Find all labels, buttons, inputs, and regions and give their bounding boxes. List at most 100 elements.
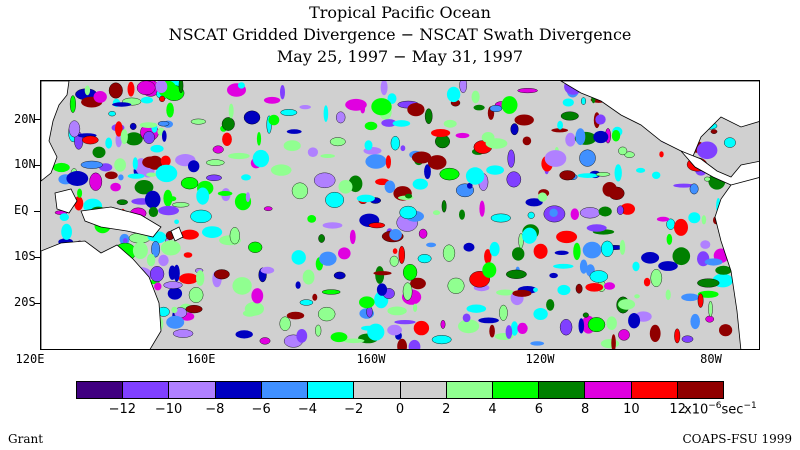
divergence-blob — [446, 86, 461, 103]
divergence-blob — [256, 132, 262, 146]
divergence-blob — [384, 180, 396, 194]
divergence-blob — [649, 324, 661, 342]
divergence-blob — [179, 273, 199, 285]
divergence-blob — [403, 263, 418, 281]
divergence-blob — [245, 192, 250, 203]
colorbar-swatch — [539, 382, 586, 398]
divergence-blob — [319, 251, 337, 266]
divergence-blob — [593, 130, 609, 144]
divergence-blob — [77, 188, 83, 198]
divergence-blob — [459, 209, 465, 220]
colorbar-swatch — [400, 382, 447, 398]
divergence-blob — [465, 167, 485, 185]
divergence-blob — [412, 178, 428, 190]
footer-credit: COAPS-FSU 1999 — [682, 432, 793, 446]
divergence-blob — [296, 329, 308, 343]
divergence-blob — [163, 281, 183, 289]
divergence-blob — [557, 284, 571, 296]
divergence-blob — [132, 157, 138, 170]
colorbar-label: 2 — [442, 402, 451, 417]
divergence-blob — [551, 128, 569, 133]
divergence-blob — [432, 210, 441, 216]
divergence-blob — [587, 317, 606, 333]
divergence-blob — [387, 93, 397, 104]
divergence-blob — [159, 95, 166, 103]
title-line-2: NSCAT Gridded Divergence − NSCAT Swath D… — [168, 25, 632, 44]
divergence-blob — [537, 192, 548, 202]
divergence-blob — [556, 230, 578, 244]
colorbar-label: 4 — [488, 402, 497, 417]
divergence-blob — [463, 242, 475, 252]
divergence-blob — [719, 324, 733, 337]
colorbar-label: −2 — [344, 402, 364, 417]
divergence-blob — [69, 95, 76, 113]
divergence-blob — [163, 189, 173, 207]
divergence-blob — [525, 198, 543, 207]
land-islands — [170, 226, 184, 242]
divergence-blob — [299, 105, 312, 110]
divergence-blob — [611, 130, 621, 142]
divergence-blob — [582, 241, 602, 259]
divergence-blob — [514, 114, 534, 126]
divergence-blob — [603, 282, 616, 290]
lat-label-10n: 10N — [14, 157, 36, 171]
divergence-blob — [389, 255, 399, 267]
divergence-blob — [573, 242, 581, 261]
divergence-blob — [228, 103, 234, 119]
divergence-blob — [431, 335, 452, 345]
divergence-blob — [59, 213, 69, 222]
divergence-blob — [222, 132, 232, 146]
divergence-blob — [330, 332, 348, 343]
divergence-blob — [424, 164, 431, 179]
divergence-blob — [402, 282, 413, 301]
colorbar-label: 0 — [395, 402, 405, 417]
divergence-blob — [410, 277, 426, 290]
divergence-blob — [166, 102, 174, 118]
divergence-blob — [166, 315, 185, 329]
divergence-blob — [628, 313, 641, 329]
divergence-blob — [196, 187, 210, 205]
divergence-blob — [546, 299, 555, 311]
divergence-blob — [338, 180, 353, 194]
divergence-blob — [283, 140, 301, 152]
divergence-blob — [268, 114, 280, 126]
divergence-blob — [458, 319, 480, 334]
divergence-blob — [80, 160, 103, 169]
divergence-blob — [690, 313, 700, 330]
divergence-blob — [522, 227, 537, 244]
divergence-blob — [381, 119, 397, 127]
divergence-blob — [115, 121, 123, 137]
divergence-blob — [260, 266, 275, 274]
divergence-blob — [132, 242, 148, 259]
divergence-blob — [442, 244, 456, 262]
divergence-blob — [431, 129, 451, 137]
divergence-blob — [579, 149, 596, 167]
divergence-blob — [183, 252, 193, 258]
divergence-blob — [125, 132, 143, 146]
divergence-blob — [482, 262, 497, 278]
divergence-blob — [122, 238, 128, 244]
lon-label-120e: 120E — [15, 352, 45, 366]
divergence-blob — [533, 287, 538, 292]
colorbar-label: 8 — [581, 402, 590, 417]
divergence-blob — [517, 322, 528, 334]
divergence-blob — [291, 182, 309, 200]
divergence-blob — [155, 164, 178, 183]
divergence-blob — [336, 111, 346, 124]
divergence-blob — [481, 132, 495, 143]
divergence-blob — [155, 81, 168, 93]
divergence-blob — [618, 329, 630, 341]
divergence-blob — [507, 149, 515, 168]
divergence-blob — [459, 81, 467, 93]
divergence-blob — [641, 252, 660, 264]
lat-label-20s: 20S — [14, 295, 36, 309]
divergence-blob — [148, 206, 159, 218]
divergence-blob — [241, 174, 251, 181]
divergence-blob — [243, 110, 261, 125]
divergence-blob — [544, 150, 567, 167]
divergence-blob — [643, 277, 651, 287]
divergence-blob — [636, 167, 646, 173]
colorbar-swatch — [354, 382, 401, 398]
divergence-blob — [418, 228, 428, 239]
divergence-blob — [89, 172, 103, 191]
